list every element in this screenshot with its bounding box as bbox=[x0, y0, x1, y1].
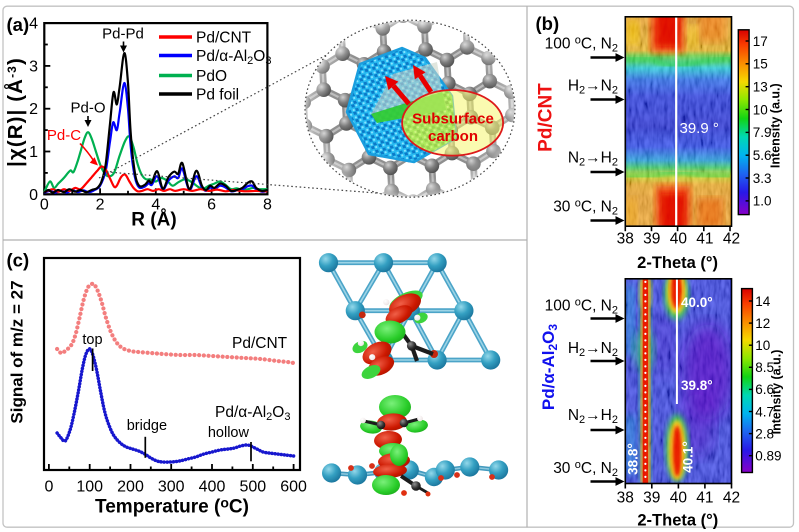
svg-text:R (Å): R (Å) bbox=[131, 210, 176, 231]
svg-text:Pd/CNT: Pd/CNT bbox=[536, 83, 557, 152]
svg-text:0.89: 0.89 bbox=[755, 449, 781, 464]
svg-text:Signal of m/z = 27: Signal of m/z = 27 bbox=[8, 280, 27, 423]
svg-text:400: 400 bbox=[199, 479, 226, 496]
svg-text:600: 600 bbox=[280, 479, 307, 496]
svg-text:H2→N2: H2→N2 bbox=[568, 78, 618, 97]
svg-text:500: 500 bbox=[239, 479, 266, 496]
svg-text:10: 10 bbox=[753, 102, 768, 117]
svg-text:Pd foil: Pd foil bbox=[196, 87, 239, 104]
svg-text:Temperature (oC): Temperature (oC) bbox=[95, 495, 249, 518]
svg-text:100 oC, N2: 100 oC, N2 bbox=[545, 35, 618, 55]
svg-text:Pd-C: Pd-C bbox=[47, 127, 81, 144]
svg-text:2-Theta (°): 2-Theta (°) bbox=[637, 254, 718, 272]
svg-text:bridge: bridge bbox=[127, 418, 167, 434]
svg-text:N2→H2: N2→H2 bbox=[568, 407, 618, 426]
svg-text:13: 13 bbox=[753, 80, 768, 95]
svg-text:6.6: 6.6 bbox=[755, 382, 774, 397]
svg-text:(b): (b) bbox=[536, 13, 560, 34]
svg-text:|χ(R)| (Å-3): |χ(R)| (Å-3) bbox=[3, 57, 27, 167]
svg-text:100: 100 bbox=[76, 479, 103, 496]
svg-text:40: 40 bbox=[670, 489, 688, 506]
svg-text:1.0: 1.0 bbox=[753, 194, 772, 209]
svg-text:200: 200 bbox=[117, 479, 144, 496]
svg-text:Pd/CNT: Pd/CNT bbox=[232, 335, 288, 352]
svg-text:Pd-Pd: Pd-Pd bbox=[102, 26, 144, 43]
svg-text:Pd/α-Al2O3: Pd/α-Al2O3 bbox=[539, 324, 560, 410]
svg-text:41: 41 bbox=[696, 489, 713, 506]
svg-text:300: 300 bbox=[158, 479, 185, 496]
svg-text:PdO: PdO bbox=[196, 68, 227, 85]
svg-text:2: 2 bbox=[96, 197, 105, 214]
svg-text:100 oC, N2: 100 oC, N2 bbox=[545, 297, 618, 317]
svg-text:hollow: hollow bbox=[208, 425, 250, 441]
svg-text:12: 12 bbox=[755, 316, 770, 331]
svg-text:3: 3 bbox=[29, 58, 38, 75]
svg-text:Pd/CNT: Pd/CNT bbox=[196, 30, 252, 47]
svg-text:Pd/α-Al2O3: Pd/α-Al2O3 bbox=[215, 404, 290, 423]
svg-text:38: 38 bbox=[617, 231, 634, 248]
svg-text:(a): (a) bbox=[7, 14, 30, 35]
svg-text:Intensity (a.u.): Intensity (a.u.) bbox=[769, 83, 783, 168]
svg-text:0: 0 bbox=[40, 197, 49, 214]
svg-text:3.3: 3.3 bbox=[753, 171, 772, 186]
svg-text:2.8: 2.8 bbox=[755, 426, 774, 441]
svg-text:0: 0 bbox=[44, 479, 53, 496]
svg-text:39.8°: 39.8° bbox=[681, 378, 713, 393]
svg-text:14: 14 bbox=[755, 294, 771, 309]
svg-text:40: 40 bbox=[670, 231, 688, 248]
svg-text:38: 38 bbox=[617, 489, 634, 506]
svg-text:Intensity (a.u.): Intensity (a.u.) bbox=[770, 350, 784, 435]
svg-text:N2→H2: N2→H2 bbox=[568, 150, 618, 169]
svg-text:39: 39 bbox=[643, 489, 660, 506]
svg-text:4: 4 bbox=[29, 16, 38, 33]
svg-text:Pd/α-Al2O3: Pd/α-Al2O3 bbox=[196, 48, 271, 67]
svg-text:1: 1 bbox=[29, 144, 38, 161]
svg-text:Pd-O: Pd-O bbox=[70, 100, 105, 117]
svg-text:4.7: 4.7 bbox=[755, 404, 774, 419]
svg-text:8.5: 8.5 bbox=[755, 360, 774, 375]
svg-text:41: 41 bbox=[696, 231, 713, 248]
svg-text:0: 0 bbox=[29, 187, 38, 204]
svg-text:10: 10 bbox=[755, 338, 770, 353]
svg-text:39.9 °: 39.9 ° bbox=[680, 120, 719, 137]
svg-text:40.1°: 40.1° bbox=[681, 441, 696, 473]
svg-text:Subsurface: Subsurface bbox=[412, 111, 494, 128]
svg-text:4: 4 bbox=[151, 197, 160, 214]
svg-text:6: 6 bbox=[207, 197, 216, 214]
svg-text:42: 42 bbox=[723, 489, 740, 506]
svg-text:2: 2 bbox=[29, 101, 38, 118]
svg-text:H2→N2: H2→N2 bbox=[568, 340, 618, 359]
svg-text:7.9: 7.9 bbox=[753, 125, 772, 140]
svg-text:top: top bbox=[82, 332, 102, 348]
svg-text:17: 17 bbox=[753, 34, 768, 49]
svg-text:carbon: carbon bbox=[428, 128, 478, 145]
svg-text:8: 8 bbox=[263, 197, 272, 214]
svg-text:15: 15 bbox=[753, 57, 768, 72]
svg-text:2-Theta (°): 2-Theta (°) bbox=[637, 512, 718, 530]
svg-text:40.0°: 40.0° bbox=[681, 295, 713, 310]
svg-text:(c): (c) bbox=[7, 250, 30, 271]
svg-text:5.6: 5.6 bbox=[753, 148, 772, 163]
svg-text:30 oC, N2: 30 oC, N2 bbox=[553, 459, 618, 479]
svg-text:42: 42 bbox=[723, 231, 740, 248]
svg-text:39: 39 bbox=[643, 231, 660, 248]
svg-text:38.8°: 38.8° bbox=[626, 443, 641, 475]
svg-text:30 oC, N2: 30 oC, N2 bbox=[553, 198, 618, 218]
